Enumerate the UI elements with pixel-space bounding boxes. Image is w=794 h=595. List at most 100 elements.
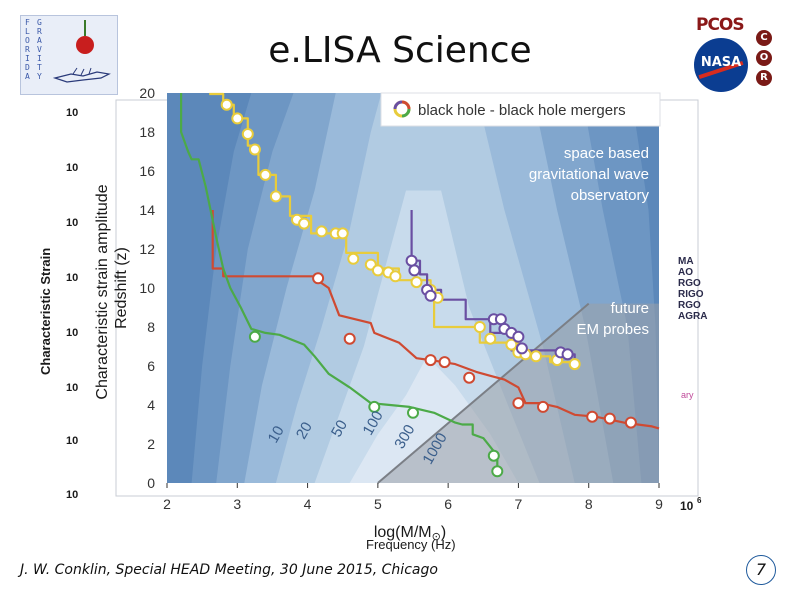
- em-probes-boundary: [377, 302, 590, 484]
- uf-letter: R: [37, 27, 42, 36]
- y-tick-label: 18: [139, 124, 155, 140]
- annotation-line: observatory: [571, 187, 650, 204]
- contour-label: 50: [328, 417, 351, 440]
- background-y-label: Characteristic Strain: [38, 248, 53, 375]
- y-tick-label: 10: [139, 280, 155, 296]
- footer-citation: J. W. Conklin, Special HEAD Meeting, 30 …: [20, 562, 438, 578]
- series-marker-red: [312, 272, 325, 285]
- background-y-tick: 10: [66, 162, 78, 174]
- series-marker-yellow: [568, 358, 581, 371]
- legend-box: [380, 92, 661, 127]
- series-marker-red: [512, 397, 525, 410]
- annotation-line: future: [611, 300, 649, 317]
- x-axis-label: log(M/M⊙): [374, 524, 446, 543]
- uf-letter: R: [25, 45, 30, 54]
- series-marker-purple: [512, 330, 525, 343]
- legend-ring-green-icon: [401, 108, 411, 118]
- slide-title: e.LISA Science: [268, 30, 532, 71]
- series-marker-red: [624, 416, 637, 429]
- y-tick-label: 20: [139, 85, 155, 101]
- background-legend-fragment: AO: [678, 267, 693, 278]
- background-legend-fragment: RGO: [678, 278, 701, 289]
- y-tick-label: 4: [147, 397, 155, 413]
- series-marker-purple: [408, 264, 421, 277]
- series-marker-green: [407, 406, 419, 419]
- series-line-green: [180, 93, 499, 474]
- y-tick-label: 0: [147, 475, 155, 491]
- y-tick-label: 16: [139, 163, 155, 179]
- series-marker-red: [537, 400, 549, 413]
- y-axis-ticks: 0 2 4 6 8 10 12 14 16 18 20: [139, 85, 155, 491]
- em-region: [377, 302, 659, 484]
- background-y-tick: 10: [66, 272, 78, 284]
- y-tick-label: 8: [147, 319, 155, 335]
- series-marker-yellow: [336, 227, 349, 240]
- x-tick-label: 6: [444, 496, 452, 512]
- contour-label: 20: [293, 419, 316, 442]
- background-x-tick-exp: 6: [697, 496, 702, 505]
- x-tick-label: 5: [374, 496, 382, 512]
- nasa-wordmark: NASA: [700, 55, 742, 70]
- background-legend-fragment: RGO: [678, 300, 701, 311]
- background-legend-fragment: RIGO: [678, 289, 704, 300]
- x-tick-label: 9: [655, 496, 663, 512]
- series-marker-yellow: [389, 270, 402, 283]
- series-marker-green: [368, 400, 381, 413]
- pcos-logo: PCOS: [696, 15, 745, 35]
- y-axis-label-top: Characteristic strain amplitude: [94, 184, 111, 399]
- series-marker-yellow: [241, 128, 254, 140]
- uf-letter: F: [25, 18, 30, 27]
- series-line-yellow: [209, 92, 576, 368]
- x-tick-label: 4: [304, 496, 312, 512]
- series-marker-green: [491, 465, 504, 478]
- uf-letter: A: [25, 72, 30, 81]
- series-marker-green: [248, 330, 261, 343]
- uf-letter: Y: [37, 72, 42, 81]
- series-marker-yellow: [259, 168, 272, 181]
- gator-icon: [53, 67, 111, 83]
- cor-letter: R: [756, 70, 772, 86]
- series-marker-red: [438, 356, 451, 369]
- x-axis-ticks: 2 3 4 5 6 7 8 9: [163, 483, 663, 512]
- cor-letter: O: [756, 50, 772, 66]
- series-marker-yellow: [371, 264, 384, 277]
- series-marker-purple: [494, 313, 507, 326]
- page-number: 7: [746, 555, 776, 585]
- apple-icon: [76, 36, 94, 54]
- annotation-line: gravitational wave: [529, 166, 649, 183]
- uf-letter: D: [25, 63, 30, 72]
- uf-letter: G: [37, 18, 42, 27]
- background-y-tick: 10: [66, 107, 78, 119]
- x-tick-label: 8: [585, 496, 593, 512]
- series-marker-purple: [405, 254, 418, 267]
- series-marker-red: [586, 410, 599, 423]
- series-marker-green: [487, 449, 500, 462]
- series-marker-purple: [561, 348, 574, 361]
- background-y-tick: 10: [66, 489, 78, 501]
- series-marker-red: [463, 371, 476, 384]
- x-axis-label-sub: ⊙: [432, 531, 441, 543]
- background-legend-fragment: AGRA: [678, 311, 707, 322]
- series-marker-purple: [515, 342, 528, 355]
- legend-label: black hole - black hole mergers: [418, 102, 626, 119]
- background-y-tick: 10: [66, 327, 78, 339]
- uf-letter: A: [37, 36, 42, 45]
- series-marker-yellow: [269, 190, 282, 203]
- series-marker-yellow: [220, 98, 233, 111]
- background-legend-fragment: MA: [678, 256, 694, 267]
- uf-letter: V: [37, 45, 42, 54]
- series-marker-yellow: [505, 338, 518, 351]
- uf-letter: T: [37, 63, 42, 72]
- y-tick-label: 12: [139, 241, 155, 257]
- background-y-tick: 10: [66, 382, 78, 394]
- background-x-label: Frequency (Hz): [366, 537, 456, 552]
- x-tick-label: 3: [233, 496, 241, 512]
- annotation-line: EM probes: [576, 321, 649, 338]
- series-marker-yellow: [410, 276, 423, 289]
- uf-letter: O: [25, 36, 30, 45]
- series-marker-yellow: [473, 321, 486, 333]
- series-marker-red: [603, 412, 616, 425]
- series-marker-yellow: [530, 350, 542, 363]
